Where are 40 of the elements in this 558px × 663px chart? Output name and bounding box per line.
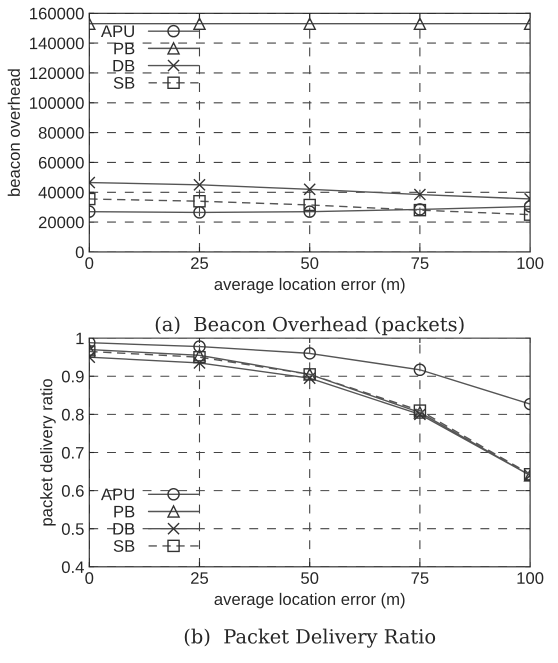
legend-label: APU: [100, 26, 134, 38]
y-tick-label: 120000: [30, 67, 84, 80]
y-tick-label: 1: [76, 332, 84, 344]
y-tick-label: 20000: [38, 216, 84, 228]
legend-label: DB: [113, 523, 134, 535]
y-tick-label: 0.6: [62, 485, 84, 497]
y-tick-label: 0.4: [62, 561, 84, 574]
x-tick-label: 0: [85, 572, 94, 584]
text: (b) Packet Delivery Ratio: [184, 628, 436, 648]
x-tick-label: 75: [411, 572, 428, 584]
legend-label: DB: [113, 60, 134, 72]
x-tick-label: 50: [301, 257, 318, 270]
legend-label: APU: [100, 488, 134, 500]
y-tick-label: 0.8: [62, 408, 84, 421]
y-axis-title: beacon overhead: [8, 69, 20, 196]
y-axis-title: packet delivery ratio: [40, 379, 56, 526]
x-tick-label: 25: [191, 572, 208, 584]
x-tick-label: 75: [411, 257, 428, 270]
x-tick-label: 25: [191, 257, 208, 270]
text: (a) Beacon Overhead (packets): [156, 316, 464, 336]
y-tick-label: 80000: [38, 127, 84, 139]
legend-label: PB: [114, 42, 134, 54]
y-tick-label: 140000: [30, 37, 84, 50]
y-tick-label: 60000: [38, 156, 84, 169]
x-tick-label: 100: [517, 257, 544, 270]
y-tick-label: 40000: [38, 186, 84, 198]
y-tick-label: 100000: [30, 97, 84, 109]
x-axis-title: average location error (m): [214, 278, 405, 294]
legend-label: SB: [114, 76, 134, 89]
x-tick-label: 0: [85, 257, 94, 270]
x-tick-label: 50: [301, 572, 318, 584]
x-axis-title: average location error (m): [214, 592, 405, 608]
legend-label: SB: [114, 540, 134, 552]
y-tick-label: 0.5: [62, 523, 84, 535]
y-tick-label: 0: [76, 246, 84, 258]
x-tick-label: 100: [517, 572, 544, 584]
y-tick-label: 0.7: [62, 446, 84, 459]
y-tick-label: 0.9: [62, 370, 84, 382]
y-tick-label: 160000: [30, 8, 84, 20]
legend-label: PB: [114, 506, 134, 518]
